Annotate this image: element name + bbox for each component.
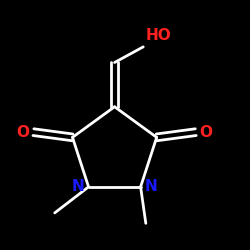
Text: O: O bbox=[200, 125, 213, 140]
Text: HO: HO bbox=[146, 28, 172, 43]
Text: N: N bbox=[144, 179, 157, 194]
Text: O: O bbox=[16, 125, 30, 140]
Text: N: N bbox=[72, 179, 85, 194]
